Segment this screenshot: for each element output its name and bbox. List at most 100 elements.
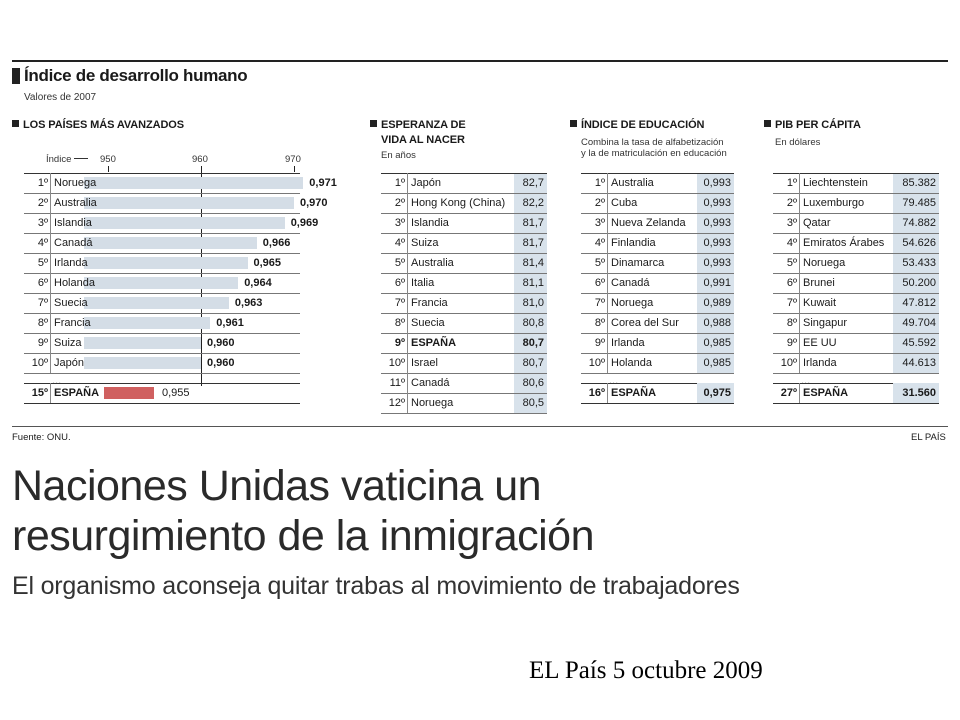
value-cell: 54.626 bbox=[902, 237, 936, 249]
rank-cell: 7º bbox=[786, 297, 797, 309]
value-cell: 81,1 bbox=[522, 277, 544, 289]
value-cell: 0,993 bbox=[703, 197, 731, 209]
rank-cell: 4º bbox=[594, 237, 605, 249]
country-cell: Suiza bbox=[411, 237, 439, 249]
table-row-rule bbox=[381, 333, 547, 334]
table-row-rule bbox=[381, 273, 547, 274]
idh-bar bbox=[84, 177, 304, 189]
ellipsis: ... bbox=[52, 375, 62, 387]
bottom-rule bbox=[12, 426, 948, 427]
source-credit: EL País 5 octubre 2009 bbox=[529, 657, 763, 684]
value-cell: 44.613 bbox=[902, 357, 936, 369]
value-cell: 81,0 bbox=[522, 297, 544, 309]
table-row-rule bbox=[24, 313, 300, 314]
table-row-rule bbox=[773, 273, 939, 274]
rank-cell: 8º bbox=[594, 317, 605, 329]
table-row-rule bbox=[24, 373, 300, 374]
value-cell: 45.592 bbox=[902, 337, 936, 349]
table-row-rule bbox=[381, 213, 547, 214]
edu-subheading: Combina la tasa de alfabetización y la de… bbox=[581, 137, 727, 159]
bar-value-label: 0,965 bbox=[253, 257, 282, 269]
table-row-rule bbox=[581, 213, 734, 214]
idh-bar bbox=[84, 237, 257, 249]
country-cell: Kuwait bbox=[803, 297, 837, 309]
rank-cell: 5º bbox=[394, 257, 405, 269]
rank-divider bbox=[607, 253, 608, 273]
top-rule bbox=[12, 60, 948, 62]
table-top-rule bbox=[773, 173, 939, 174]
value-cell: 47.812 bbox=[902, 297, 936, 309]
value-cell: 81,7 bbox=[522, 217, 544, 229]
table-row-rule bbox=[581, 253, 734, 254]
table-row-rule bbox=[773, 293, 939, 294]
rank-cell: 12º bbox=[388, 397, 405, 409]
idh-bar bbox=[84, 357, 201, 369]
spain-bar-value-label: 0,955 bbox=[162, 387, 190, 399]
value-cell: 53.433 bbox=[902, 257, 936, 269]
rank-cell: 7º bbox=[594, 297, 605, 309]
rank-cell: 8º bbox=[786, 317, 797, 329]
rank-divider bbox=[607, 213, 608, 233]
idh-bar bbox=[84, 337, 201, 349]
country-cell: EE UU bbox=[803, 337, 837, 349]
value-cell: 79.485 bbox=[902, 197, 936, 209]
rank-cell: 1º bbox=[394, 177, 405, 189]
country-cell: Noruega bbox=[54, 177, 97, 189]
rank-divider bbox=[607, 233, 608, 253]
spain-rank-cell: 16º bbox=[588, 387, 605, 399]
bar-value-label: 0,964 bbox=[244, 277, 272, 289]
rank-divider bbox=[799, 313, 800, 333]
table-row-rule bbox=[773, 193, 939, 194]
rank-divider bbox=[50, 253, 51, 273]
rank-divider bbox=[799, 333, 800, 353]
bar-value-label: 0,960 bbox=[207, 337, 235, 349]
country-cell: Islandia bbox=[411, 217, 449, 229]
rank-cell: 5º bbox=[786, 257, 797, 269]
country-cell: Finlandia bbox=[611, 237, 656, 249]
rank-divider bbox=[799, 293, 800, 313]
title-marker bbox=[12, 68, 20, 84]
table-row-rule bbox=[24, 273, 300, 274]
rank-divider bbox=[407, 393, 408, 413]
country-cell: Italia bbox=[411, 277, 435, 289]
country-cell: Holanda bbox=[611, 357, 652, 369]
bar-value-label: 0,963 bbox=[234, 297, 263, 309]
value-cell: 81,7 bbox=[522, 237, 544, 249]
country-cell: Francia bbox=[411, 297, 448, 309]
rank-cell: 9º bbox=[594, 337, 605, 349]
rank-divider bbox=[407, 293, 408, 313]
rank-cell: 2º bbox=[786, 197, 797, 209]
rank-divider bbox=[407, 233, 408, 253]
spain-value-cell: 0,975 bbox=[703, 387, 731, 399]
bar-value-label: 0,960 bbox=[207, 357, 235, 369]
country-cell: Dinamarca bbox=[611, 257, 665, 269]
table-row-rule bbox=[581, 373, 734, 374]
rank-divider bbox=[407, 273, 408, 293]
country-cell: Qatar bbox=[803, 217, 831, 229]
rank-divider bbox=[407, 353, 408, 373]
rank-divider bbox=[607, 313, 608, 333]
country-cell: ESPAÑA bbox=[411, 337, 457, 349]
rank-cell: 1º bbox=[37, 177, 48, 189]
table-row-rule bbox=[581, 353, 734, 354]
table-row-rule bbox=[24, 353, 300, 354]
rank-cell: 5º bbox=[37, 257, 48, 269]
life-heading: ESPERANZA DE VIDA AL NACER bbox=[370, 118, 466, 148]
gdp-heading: PIB PER CÁPITA bbox=[764, 118, 861, 133]
idh-heading: LOS PAÍSES MÁS AVANZADOS bbox=[12, 118, 184, 133]
headline-line-2: resurgimiento de la inmigración bbox=[12, 512, 595, 560]
spain-bottom-rule bbox=[581, 403, 734, 404]
source-note: Fuente: ONU. bbox=[12, 432, 71, 443]
country-cell: Islandia bbox=[54, 217, 92, 229]
rank-divider bbox=[50, 233, 51, 253]
rank-divider bbox=[607, 353, 608, 373]
country-cell: Japón bbox=[54, 357, 84, 369]
table-row-rule bbox=[381, 413, 547, 414]
rank-divider bbox=[50, 293, 51, 313]
spain-value-shade bbox=[697, 383, 734, 403]
ellipsis: ... bbox=[609, 375, 619, 387]
rank-cell: 9º bbox=[786, 337, 797, 349]
rank-cell: 7º bbox=[37, 297, 48, 309]
rank-cell: 4º bbox=[786, 237, 797, 249]
spain-top-rule bbox=[773, 383, 939, 384]
